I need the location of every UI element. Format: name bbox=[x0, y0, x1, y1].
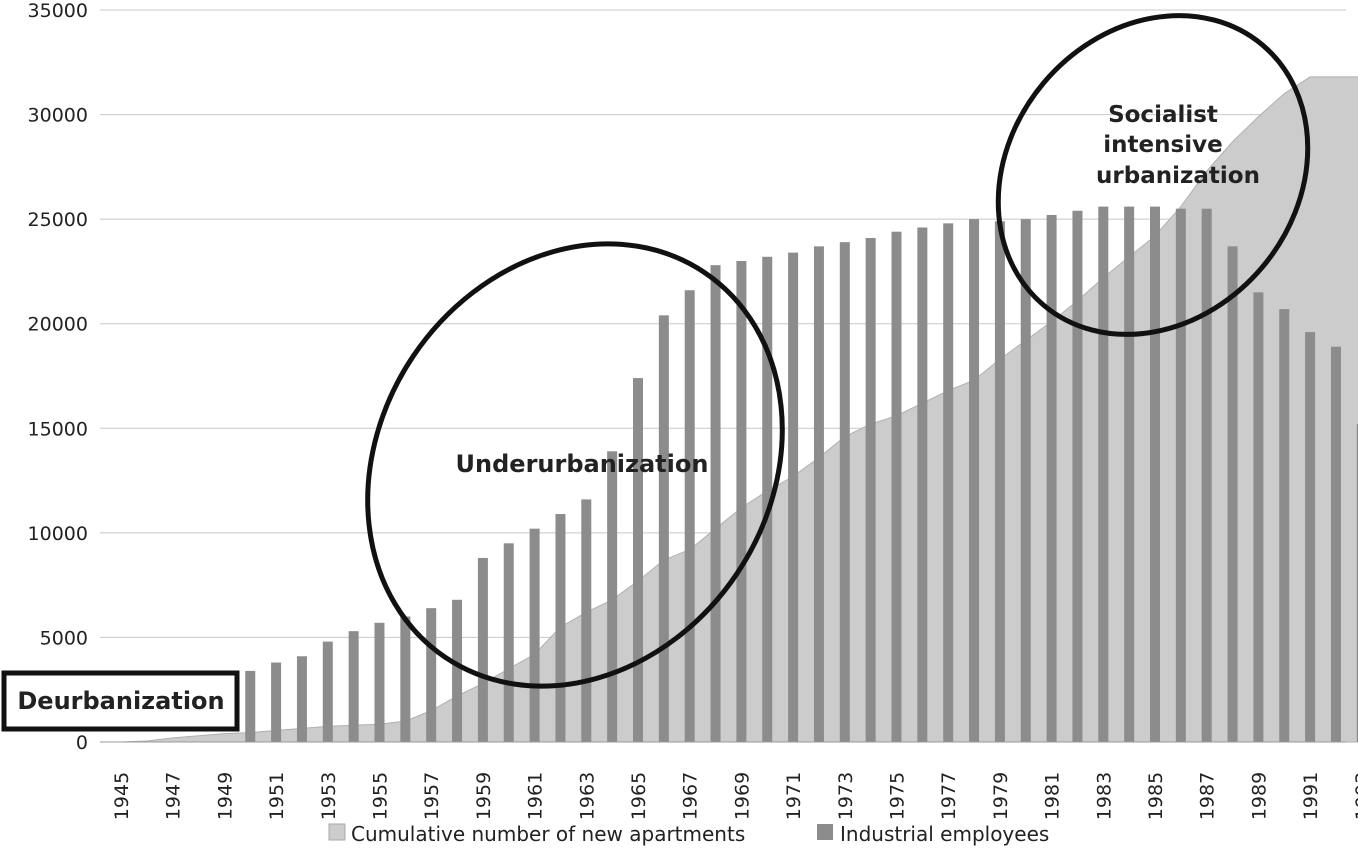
legend: Cumulative number of new apartments Indu… bbox=[328, 822, 1049, 846]
x-tick-label: 1967 bbox=[680, 772, 702, 820]
bar bbox=[1072, 210, 1083, 742]
bar bbox=[426, 608, 437, 742]
x-tick-label: 1945 bbox=[111, 772, 133, 820]
x-tick-label: 1981 bbox=[1042, 772, 1064, 820]
deurbanization-box bbox=[1, 670, 240, 732]
x-tick-label: 1983 bbox=[1093, 772, 1115, 820]
y-tick-label: 10000 bbox=[28, 523, 88, 545]
bar bbox=[1150, 206, 1160, 742]
bar bbox=[813, 246, 824, 742]
bar bbox=[736, 260, 747, 742]
bar bbox=[1020, 219, 1031, 743]
bar bbox=[969, 219, 980, 743]
deurbanization-label: Deurbanization bbox=[17, 687, 224, 715]
x-axis-ticks: 1945 1947 1949 1951 1953 1955 1957 1959 1961 1963… bbox=[111, 772, 1358, 820]
x-tick-label: 1977 bbox=[938, 772, 960, 820]
bar bbox=[529, 528, 540, 742]
x-tick-label: 1985 bbox=[1145, 772, 1167, 820]
bar bbox=[633, 378, 643, 742]
bar bbox=[1124, 206, 1135, 742]
bar bbox=[1046, 214, 1057, 742]
y-tick-label: 5000 bbox=[40, 627, 88, 649]
bar bbox=[348, 631, 359, 742]
x-tick-label: 1979 bbox=[990, 772, 1012, 820]
bar bbox=[762, 256, 773, 742]
y-tick-label: 35000 bbox=[28, 0, 88, 22]
bar bbox=[943, 223, 954, 743]
bar bbox=[503, 543, 514, 742]
bar bbox=[1305, 332, 1316, 742]
x-tick-label: 1951 bbox=[266, 772, 288, 820]
bar bbox=[684, 290, 695, 742]
bar bbox=[710, 265, 721, 742]
bar bbox=[607, 451, 618, 742]
bar bbox=[1098, 206, 1109, 742]
annotation-underurbanization: Underurbanization bbox=[365, 241, 785, 689]
bar bbox=[374, 622, 385, 742]
x-tick-label: 1987 bbox=[1197, 772, 1219, 820]
bar bbox=[1175, 208, 1186, 742]
x-tick-label: 1957 bbox=[421, 772, 443, 820]
legend-label-apartments: Cumulative number of new apartments bbox=[351, 822, 745, 846]
bar bbox=[1330, 346, 1341, 742]
bar bbox=[788, 252, 799, 742]
x-tick-label: 1989 bbox=[1248, 772, 1270, 820]
socialist-label-line-2: intensive bbox=[1103, 132, 1222, 158]
bar bbox=[245, 670, 256, 742]
annotation-socialist-intensive-urbanization: Socialist intensive urbanization bbox=[995, 13, 1311, 337]
socialist-label-line-3: urbanization bbox=[1096, 163, 1260, 189]
x-tick-label: 1953 bbox=[318, 772, 340, 820]
bar bbox=[917, 227, 928, 743]
bar bbox=[477, 557, 488, 742]
bar bbox=[581, 499, 592, 742]
x-tick-label: 1993 bbox=[1352, 772, 1358, 820]
bar bbox=[400, 616, 411, 742]
bar bbox=[296, 656, 307, 742]
y-tick-label: 20000 bbox=[28, 314, 88, 336]
x-tick-label: 1975 bbox=[887, 772, 909, 820]
bar bbox=[271, 662, 282, 742]
y-axis-ticks: 0 5000 10000 15000 20000 25000 30000 35000 bbox=[28, 0, 88, 754]
bar bbox=[1356, 424, 1358, 742]
socialist-label-line-1: Socialist bbox=[1108, 102, 1218, 128]
x-tick-label: 1955 bbox=[370, 772, 392, 820]
annotation-deurbanization: Deurbanization bbox=[1, 670, 240, 732]
bar bbox=[1279, 309, 1290, 742]
bar bbox=[1253, 292, 1264, 742]
bar bbox=[1201, 208, 1212, 742]
x-tick-label: 1971 bbox=[783, 772, 805, 820]
y-tick-label: 25000 bbox=[28, 209, 88, 231]
legend-swatch-industrial bbox=[817, 824, 833, 840]
x-tick-label: 1963 bbox=[576, 772, 598, 820]
y-tick-label: 30000 bbox=[28, 105, 88, 127]
x-tick-label: 1959 bbox=[473, 772, 495, 820]
bar bbox=[452, 599, 463, 742]
underurbanization-ellipse bbox=[365, 241, 785, 689]
y-tick-label: 15000 bbox=[28, 418, 88, 440]
bar bbox=[658, 315, 669, 742]
bar bbox=[1227, 246, 1238, 742]
x-tick-label: 1965 bbox=[628, 772, 650, 820]
legend-label-industrial: Industrial employees bbox=[840, 822, 1049, 846]
x-tick-label: 1961 bbox=[525, 772, 547, 820]
industrial-employees-bars bbox=[245, 206, 1358, 743]
y-tick-label: 0 bbox=[76, 732, 88, 754]
underurbanization-label: Underurbanization bbox=[456, 450, 709, 478]
x-tick-label: 1969 bbox=[731, 772, 753, 820]
bar bbox=[891, 231, 902, 743]
bar bbox=[322, 641, 333, 742]
socialist-urbanization-ellipse bbox=[995, 13, 1311, 337]
legend-swatch-apartments bbox=[328, 823, 346, 841]
x-tick-label: 1949 bbox=[214, 772, 236, 820]
x-tick-label: 1973 bbox=[835, 772, 857, 820]
x-tick-label: 1991 bbox=[1300, 772, 1322, 820]
bar bbox=[865, 237, 876, 743]
bar bbox=[839, 242, 850, 743]
x-tick-label: 1947 bbox=[163, 772, 185, 820]
bar bbox=[994, 221, 1005, 743]
bar bbox=[555, 514, 566, 742]
